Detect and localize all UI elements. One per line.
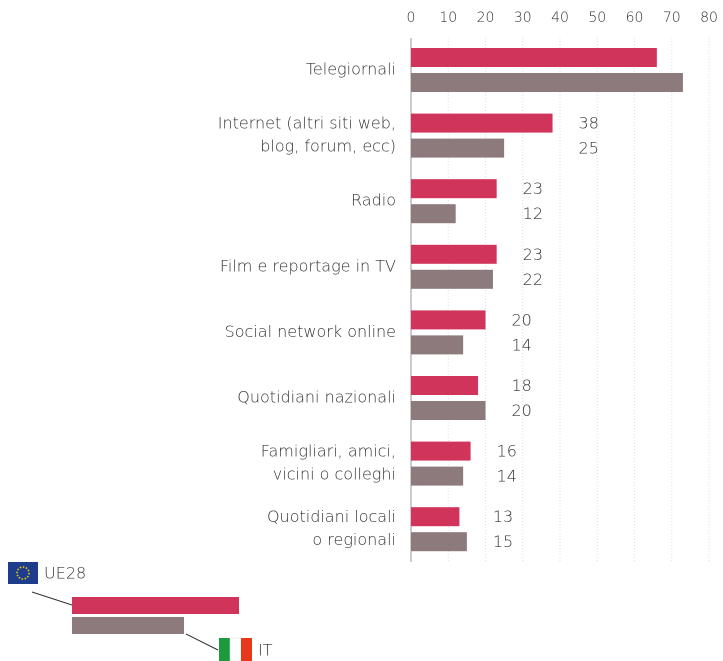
x-tick-label: 20 xyxy=(477,10,495,26)
bar xyxy=(411,507,460,527)
bar xyxy=(411,269,493,289)
bar xyxy=(411,466,464,486)
bar xyxy=(411,73,683,92)
bar xyxy=(411,335,464,355)
value-label: 38 xyxy=(579,114,599,133)
category-label: Famigliari, amici, xyxy=(261,442,396,461)
category-label: Social network online xyxy=(225,322,396,341)
legend-swatch xyxy=(72,597,239,614)
x-tick-label: 60 xyxy=(626,10,644,26)
bar xyxy=(411,376,479,395)
category-label: o regionali xyxy=(312,530,396,549)
eu-stars xyxy=(16,566,30,580)
bar xyxy=(411,113,553,133)
bar xyxy=(411,48,657,67)
bar xyxy=(411,244,497,264)
it-flag-white xyxy=(229,637,242,661)
category-label: vicini o colleghi xyxy=(273,465,396,484)
legend-label: UE28 xyxy=(44,564,86,583)
value-label: 20 xyxy=(512,310,532,329)
x-tick-label: 80 xyxy=(700,10,718,26)
value-label: 23 xyxy=(523,245,543,264)
category-label: Quotidiani nazionali xyxy=(237,388,396,407)
category-label: blog, forum, ecc) xyxy=(260,137,396,156)
value-label: 12 xyxy=(523,204,543,223)
category-label: Internet (altri siti web, xyxy=(218,114,396,133)
value-label: 13 xyxy=(493,507,513,526)
category-label: Radio xyxy=(351,191,396,210)
eu-flag xyxy=(8,562,38,584)
it-flag-red xyxy=(241,638,252,661)
x-tick-label: 0 xyxy=(407,10,416,26)
category-label: Quotidiani locali xyxy=(267,507,396,526)
category-label: Film e reportage in TV xyxy=(220,256,396,275)
legend-connector xyxy=(185,633,219,651)
value-label: 15 xyxy=(493,532,513,551)
x-tick-label: 50 xyxy=(588,10,606,26)
value-label: 25 xyxy=(579,139,599,158)
value-label: 23 xyxy=(523,179,543,198)
bar xyxy=(411,138,505,158)
value-label: 18 xyxy=(512,376,532,395)
legend-swatch xyxy=(72,617,184,634)
legend-connector xyxy=(31,591,73,606)
bar xyxy=(411,441,471,461)
value-label: 14 xyxy=(497,467,517,486)
bar xyxy=(411,532,467,552)
category-label: Telegiornali xyxy=(306,60,396,79)
bar xyxy=(411,204,456,224)
legend xyxy=(8,562,252,661)
x-tick-label: 10 xyxy=(439,10,457,26)
it-flag-green xyxy=(219,638,230,661)
bar xyxy=(411,179,497,199)
x-tick-label: 40 xyxy=(551,10,569,26)
value-label: 22 xyxy=(523,270,543,289)
value-label: 16 xyxy=(497,442,517,461)
value-label: 20 xyxy=(512,401,532,420)
legend-label: IT xyxy=(258,641,273,660)
value-label: 14 xyxy=(512,335,532,354)
x-tick-label: 30 xyxy=(514,10,532,26)
bar xyxy=(411,310,486,330)
bar xyxy=(411,401,486,420)
x-tick-label: 70 xyxy=(663,10,681,26)
